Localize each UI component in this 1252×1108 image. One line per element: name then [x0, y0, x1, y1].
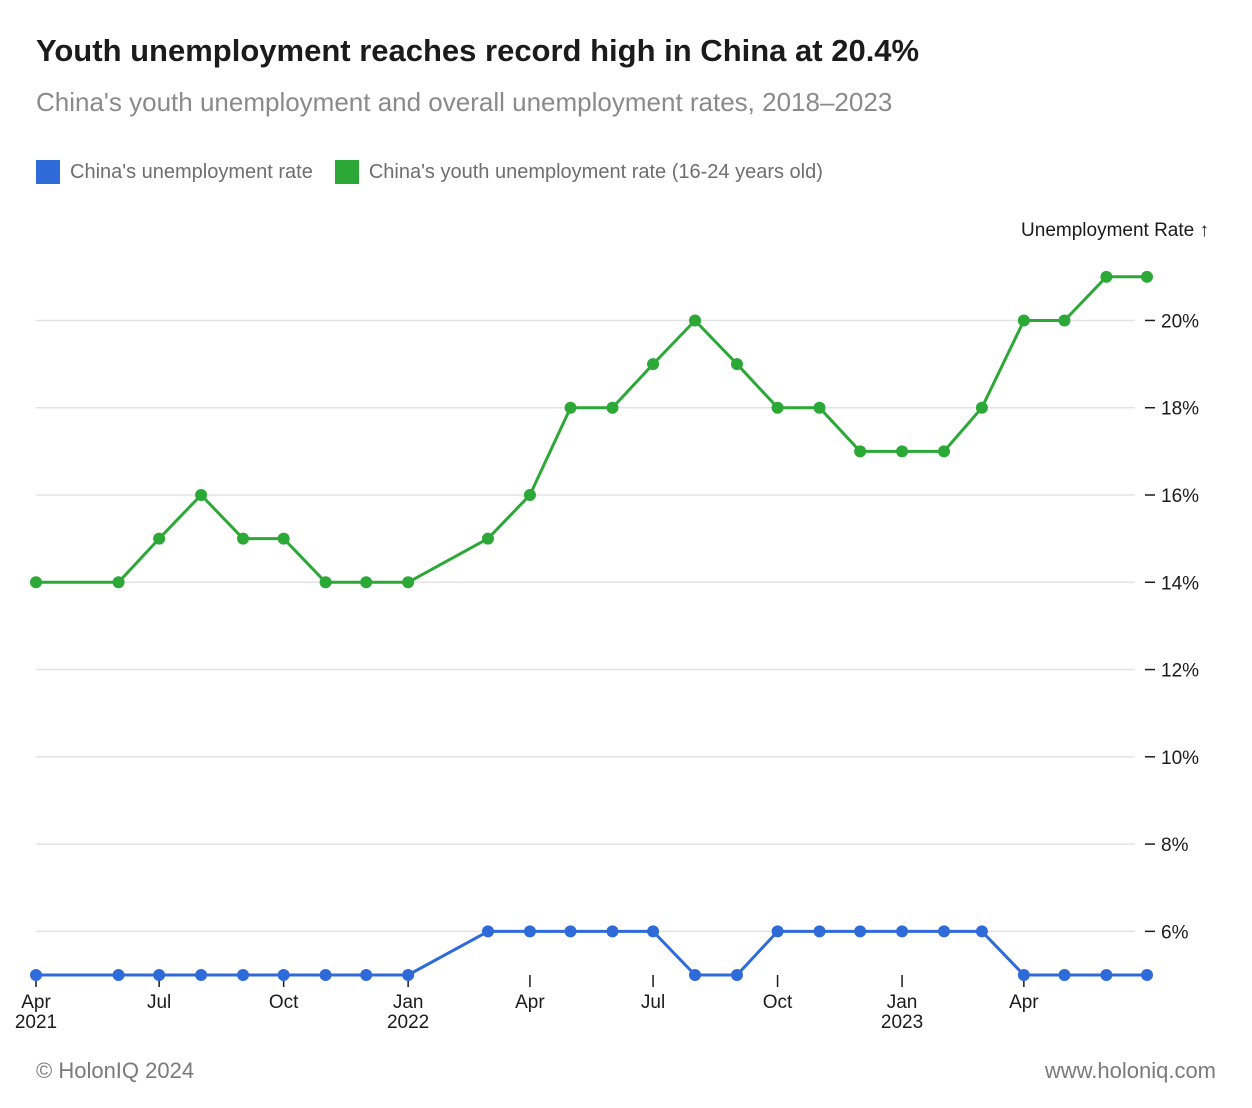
y-tick-label: 16%: [1161, 486, 1199, 507]
x-tick-label: Oct: [763, 992, 793, 1013]
legend-swatch-youth: [334, 160, 359, 184]
data-point-youth: [481, 532, 494, 545]
data-point-youth: [523, 489, 536, 501]
data-point-overall: [277, 969, 290, 981]
data-point-overall: [153, 969, 166, 981]
legend-item-overall[interactable]: China's unemployment rate: [36, 160, 313, 184]
data-point-youth: [153, 532, 166, 545]
data-point-overall: [402, 969, 415, 981]
x-tick-label-year: 2021: [15, 1012, 57, 1033]
data-point-overall: [606, 925, 619, 938]
data-point-overall: [237, 969, 250, 981]
data-point-youth: [402, 576, 415, 589]
data-point-overall: [896, 925, 909, 938]
data-point-overall: [523, 925, 536, 938]
data-point-youth: [896, 445, 909, 458]
y-tick-label: 20%: [1161, 311, 1199, 332]
data-point-youth: [319, 576, 332, 589]
copyright-text: © HolonIQ 2024: [36, 1058, 195, 1083]
data-point-youth: [647, 358, 660, 371]
y-tick-label: 12%: [1161, 661, 1199, 682]
x-tick-label-year: 2023: [881, 1012, 923, 1033]
data-point-overall: [647, 925, 660, 938]
data-point-youth: [771, 401, 784, 414]
data-point-youth: [689, 314, 702, 327]
x-tick-label: Jul: [147, 992, 171, 1013]
x-tick-label-year: 2022: [387, 1012, 429, 1033]
data-point-youth: [854, 445, 867, 458]
data-point-youth: [975, 401, 988, 414]
chart-title: Youth unemployment reaches record high i…: [36, 33, 920, 68]
data-point-youth: [564, 401, 577, 414]
data-point-overall: [854, 925, 867, 938]
data-point-overall: [481, 925, 494, 938]
data-point-youth: [1017, 314, 1030, 327]
data-point-overall: [730, 969, 743, 981]
data-point-youth: [360, 576, 373, 589]
legend-item-youth[interactable]: China's youth unemployment rate (16-24 y…: [334, 160, 823, 184]
y-tick-label: 6%: [1161, 922, 1189, 943]
data-point-overall: [813, 925, 826, 938]
y-tick-label: 8%: [1161, 835, 1189, 856]
x-tick-label: Apr: [1009, 992, 1039, 1013]
data-point-overall: [319, 969, 332, 981]
data-point-youth: [938, 445, 951, 458]
data-point-youth: [1100, 270, 1113, 283]
data-point-overall: [112, 969, 125, 981]
chart-legend: China's unemployment rate China's youth …: [36, 160, 845, 184]
data-point-youth: [237, 532, 250, 545]
series-line-youth: [36, 275, 1147, 584]
series-line-overall: [36, 929, 1147, 977]
data-point-youth: [30, 576, 42, 589]
chart-subtitle: China's youth unemployment and overall u…: [36, 87, 893, 117]
data-point-overall: [1100, 969, 1113, 981]
legend-label-youth: China's youth unemployment rate (16-24 y…: [368, 160, 823, 183]
data-point-overall: [975, 925, 988, 938]
data-point-youth: [1141, 270, 1153, 283]
data-point-youth: [606, 401, 619, 414]
data-point-overall: [30, 969, 42, 981]
x-tick-label: Apr: [21, 992, 51, 1013]
data-point-overall: [1017, 969, 1030, 981]
y-tick-label: 14%: [1161, 573, 1199, 594]
data-point-youth: [195, 489, 208, 501]
data-point-overall: [938, 925, 951, 938]
data-point-youth: [277, 532, 290, 545]
data-point-youth: [730, 358, 743, 371]
data-point-overall: [1141, 969, 1153, 981]
y-tick-label: 18%: [1161, 399, 1199, 420]
data-point-overall: [771, 925, 784, 938]
data-point-overall: [1058, 969, 1071, 981]
data-point-youth: [1058, 314, 1071, 327]
data-point-overall: [195, 969, 208, 981]
y-tick-label: 10%: [1161, 748, 1199, 769]
x-tick-label: Oct: [269, 992, 299, 1013]
data-point-youth: [813, 401, 826, 414]
data-point-overall: [564, 925, 577, 938]
x-tick-label: Jul: [641, 992, 665, 1013]
website-link[interactable]: www.holoniq.com: [1044, 1058, 1216, 1083]
x-tick-label: Jan: [393, 992, 424, 1013]
x-tick-label: Jan: [887, 992, 918, 1013]
data-point-youth: [112, 576, 125, 589]
legend-label-overall: China's unemployment rate: [70, 160, 313, 183]
x-tick-label: Apr: [515, 992, 545, 1013]
data-point-overall: [689, 969, 702, 981]
y-axis-label: Unemployment Rate ↑: [1021, 220, 1209, 241]
data-point-overall: [360, 969, 373, 981]
legend-swatch-overall: [36, 160, 60, 184]
